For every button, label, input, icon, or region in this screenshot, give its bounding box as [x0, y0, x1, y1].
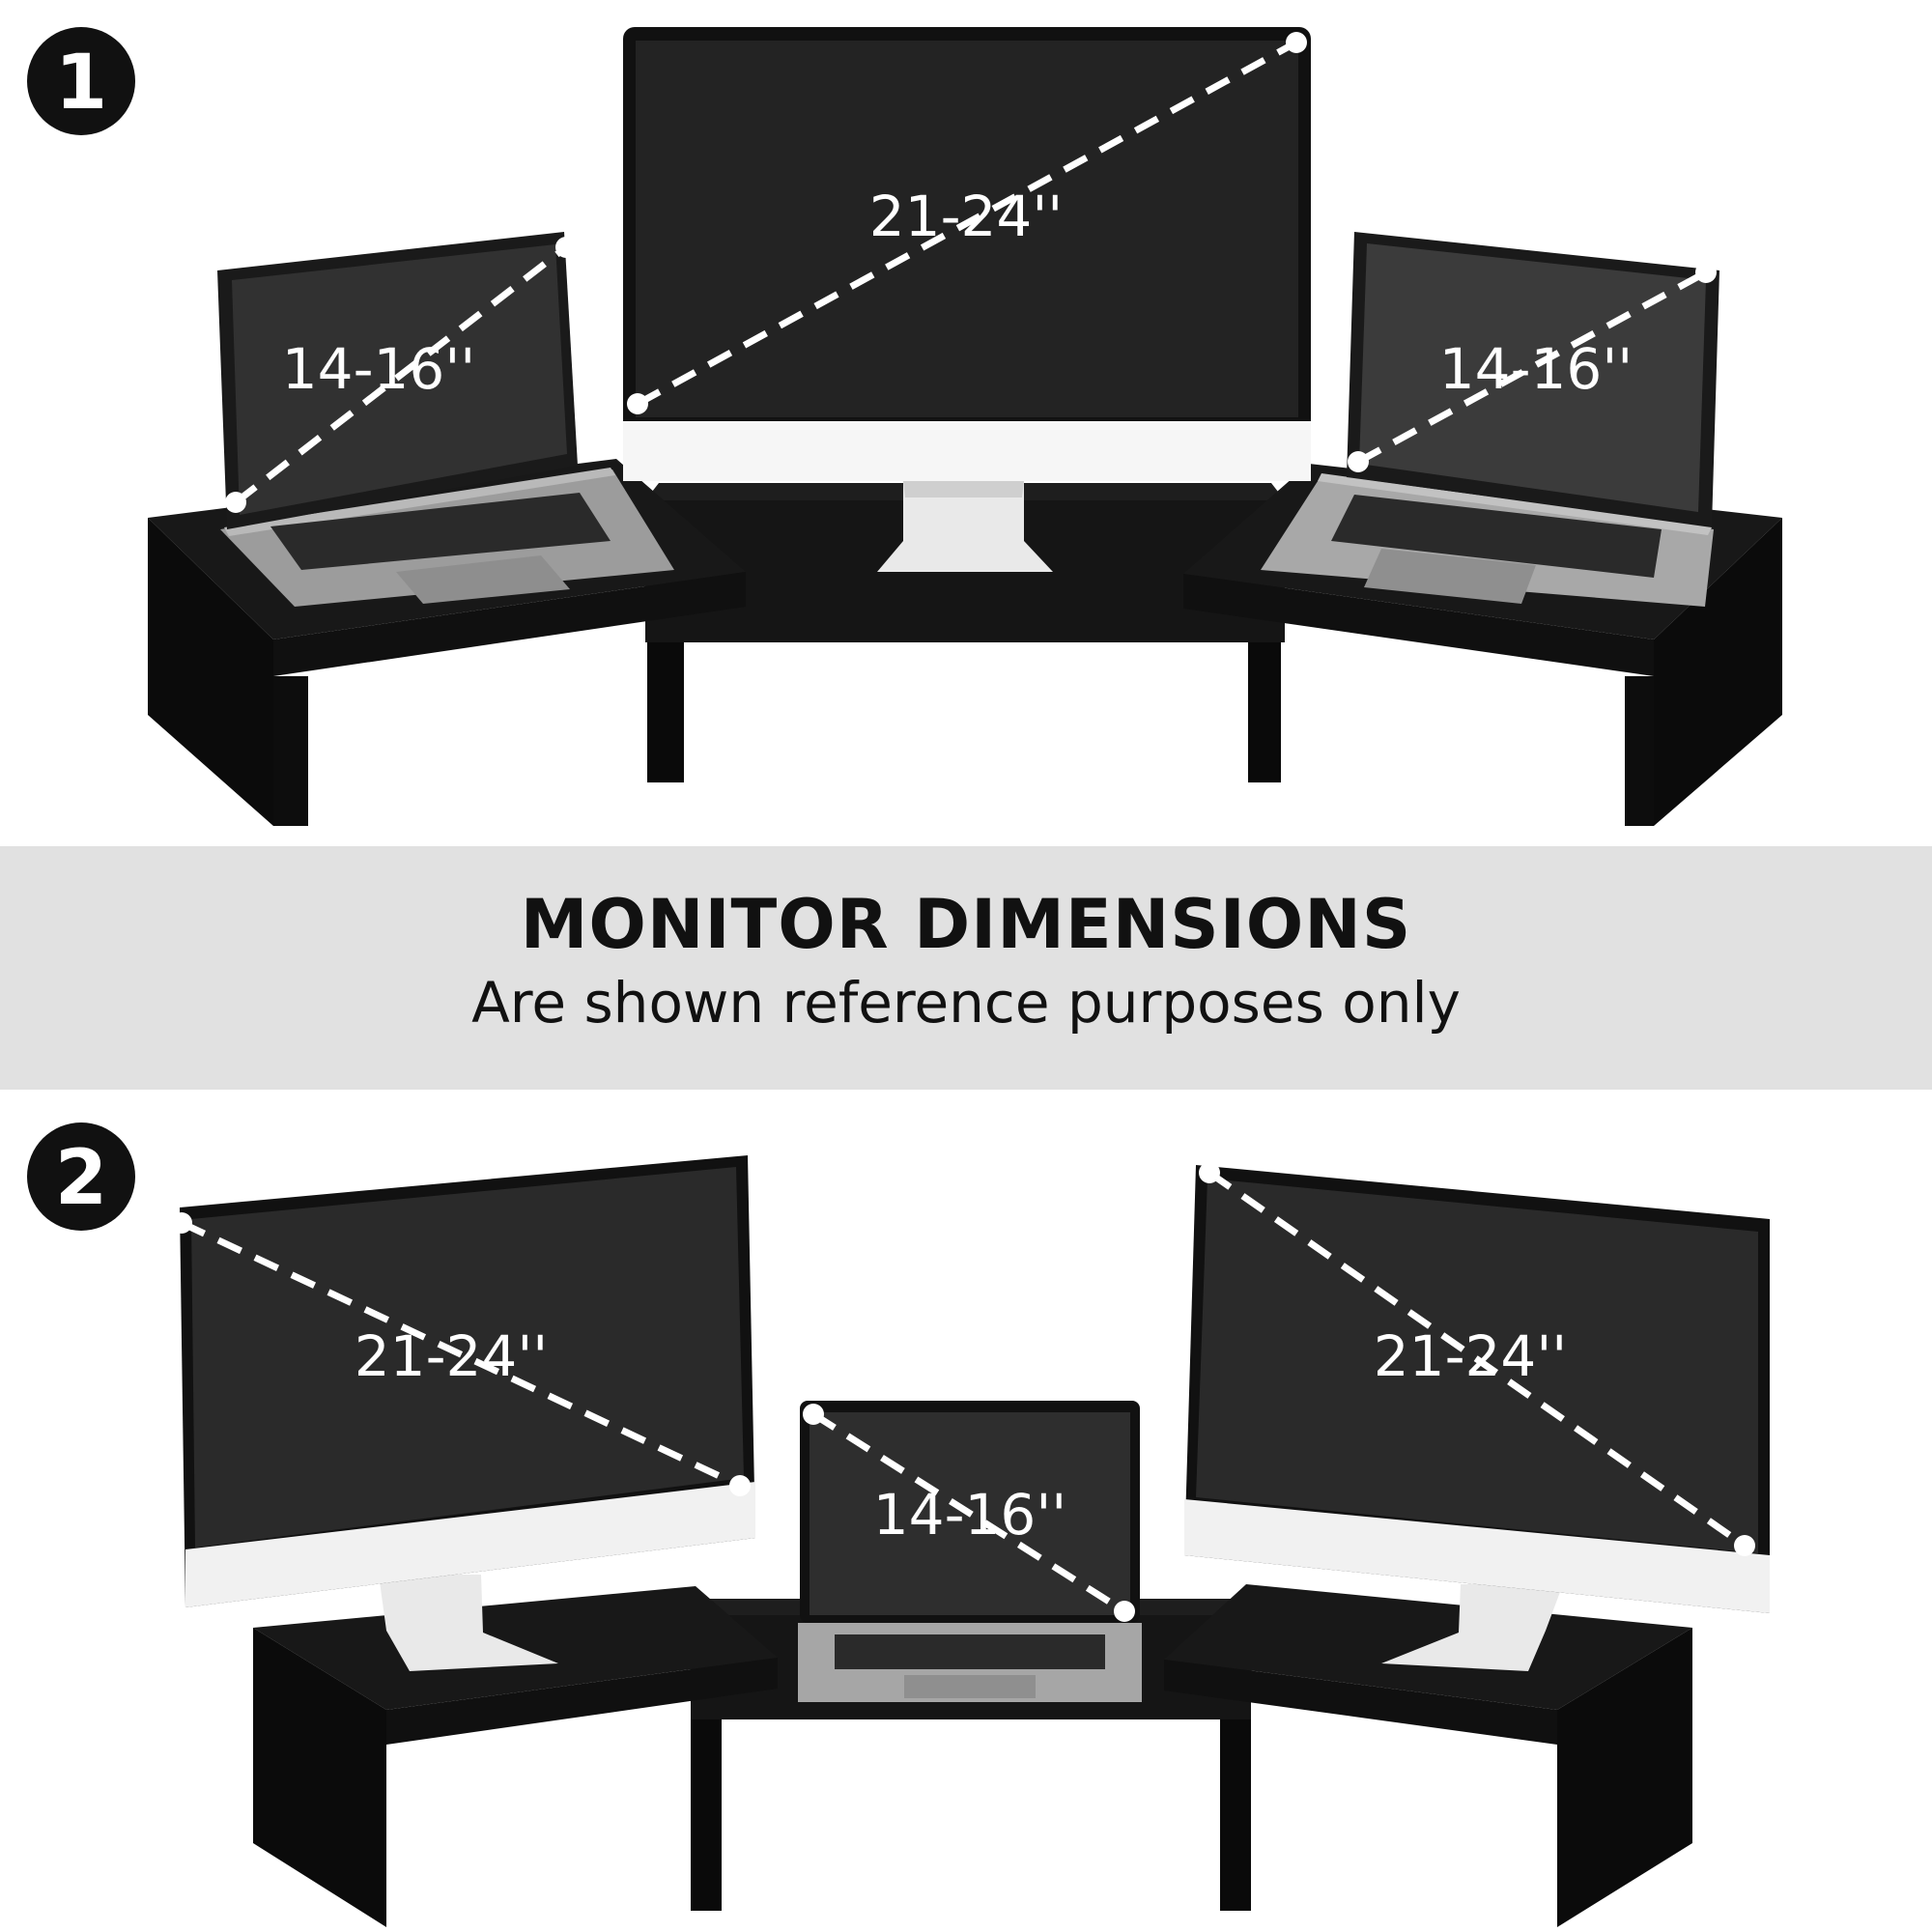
- right-laptop: [1261, 232, 1719, 607]
- step-2-badge: 2: [27, 1122, 135, 1231]
- step-1-number: 1: [55, 40, 107, 127]
- center-laptop: [798, 1401, 1142, 1702]
- left-laptop-size-label: 14-16'': [282, 336, 475, 402]
- scene-2-diagonal-endpoints: [171, 1162, 1755, 1622]
- banner-subtitle: Are shown reference purposes only: [471, 970, 1461, 1036]
- left-monitor-size-label: 21-24'': [355, 1323, 548, 1389]
- info-banner: MONITOR DIMENSIONS Are shown reference p…: [0, 846, 1932, 1090]
- right-monitor-size-label: 21-24'': [1374, 1323, 1567, 1389]
- banner-title: MONITOR DIMENSIONS: [520, 885, 1412, 964]
- step-1-badge: 1: [27, 27, 135, 135]
- step-2-number: 2: [55, 1135, 107, 1222]
- center-laptop-size-label: 14-16'': [873, 1482, 1066, 1548]
- center-monitor-size-label: 21-24'': [869, 184, 1063, 249]
- scene-2-diagonals: [180, 1170, 1747, 1614]
- left-laptop: [217, 232, 674, 607]
- scene-1: 1: [27, 27, 1782, 826]
- scene-2: 2: [27, 1122, 1770, 1927]
- scene-1-diagonal-endpoints: [225, 32, 1717, 513]
- scene-1-diagonals: [233, 39, 1708, 505]
- right-laptop-size-label: 14-16'': [1439, 336, 1633, 402]
- left-monitor: [180, 1155, 755, 1671]
- center-monitor: [623, 27, 1311, 572]
